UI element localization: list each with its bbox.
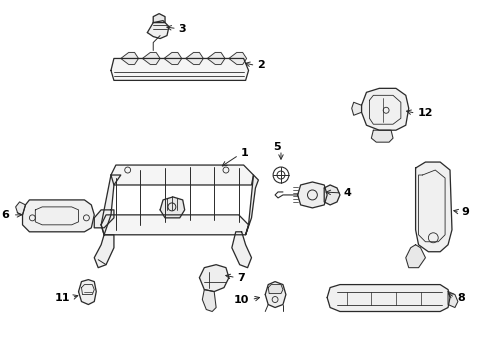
Polygon shape bbox=[245, 175, 258, 235]
Text: 6: 6 bbox=[1, 210, 9, 220]
Polygon shape bbox=[448, 292, 458, 307]
Polygon shape bbox=[164, 53, 182, 64]
Polygon shape bbox=[245, 175, 258, 235]
Polygon shape bbox=[147, 21, 169, 39]
Polygon shape bbox=[298, 182, 327, 208]
Polygon shape bbox=[371, 130, 393, 142]
Polygon shape bbox=[111, 58, 248, 80]
Polygon shape bbox=[23, 200, 94, 232]
Text: 5: 5 bbox=[273, 142, 281, 152]
Polygon shape bbox=[101, 175, 121, 235]
Polygon shape bbox=[298, 182, 327, 208]
Polygon shape bbox=[94, 235, 114, 268]
Polygon shape bbox=[362, 88, 409, 130]
Text: 3: 3 bbox=[179, 24, 186, 33]
Polygon shape bbox=[324, 185, 340, 205]
Text: 8: 8 bbox=[457, 293, 465, 302]
Polygon shape bbox=[147, 21, 169, 39]
Polygon shape bbox=[268, 285, 283, 293]
Polygon shape bbox=[164, 53, 182, 64]
Text: 1: 1 bbox=[241, 148, 248, 158]
Polygon shape bbox=[94, 210, 114, 228]
Polygon shape bbox=[327, 285, 450, 311]
Polygon shape bbox=[199, 265, 229, 292]
Polygon shape bbox=[199, 265, 229, 292]
Polygon shape bbox=[111, 165, 253, 185]
Polygon shape bbox=[352, 102, 362, 115]
Polygon shape bbox=[207, 53, 225, 64]
Text: 4: 4 bbox=[344, 188, 352, 198]
Polygon shape bbox=[265, 282, 286, 307]
Text: 10: 10 bbox=[234, 294, 249, 305]
Polygon shape bbox=[94, 235, 114, 268]
Polygon shape bbox=[362, 88, 409, 130]
Polygon shape bbox=[448, 292, 458, 307]
Polygon shape bbox=[101, 215, 248, 235]
Polygon shape bbox=[406, 245, 425, 268]
Polygon shape bbox=[207, 53, 225, 64]
Text: 2: 2 bbox=[257, 60, 265, 71]
Polygon shape bbox=[202, 289, 216, 311]
Polygon shape bbox=[111, 165, 253, 185]
Polygon shape bbox=[416, 162, 452, 252]
Text: 11: 11 bbox=[55, 293, 71, 302]
Text: 9: 9 bbox=[462, 207, 470, 217]
Text: 12: 12 bbox=[417, 108, 433, 118]
Polygon shape bbox=[23, 200, 94, 232]
Polygon shape bbox=[324, 185, 340, 205]
Polygon shape bbox=[143, 53, 160, 64]
Polygon shape bbox=[153, 14, 165, 23]
Polygon shape bbox=[232, 232, 251, 268]
Polygon shape bbox=[121, 53, 139, 64]
Text: 7: 7 bbox=[238, 273, 245, 283]
Polygon shape bbox=[160, 197, 185, 218]
Polygon shape bbox=[94, 210, 114, 228]
Polygon shape bbox=[78, 280, 96, 305]
Polygon shape bbox=[406, 245, 425, 268]
Polygon shape bbox=[111, 58, 248, 80]
Polygon shape bbox=[101, 215, 248, 235]
Polygon shape bbox=[268, 285, 283, 293]
Polygon shape bbox=[229, 53, 246, 64]
Polygon shape bbox=[229, 53, 246, 64]
Polygon shape bbox=[202, 289, 216, 311]
Polygon shape bbox=[78, 280, 96, 305]
Polygon shape bbox=[143, 53, 160, 64]
Polygon shape bbox=[153, 14, 165, 23]
Polygon shape bbox=[121, 53, 139, 64]
Polygon shape bbox=[16, 202, 25, 215]
Polygon shape bbox=[327, 285, 450, 311]
Polygon shape bbox=[16, 202, 25, 215]
Polygon shape bbox=[186, 53, 203, 64]
Polygon shape bbox=[101, 175, 121, 235]
Polygon shape bbox=[352, 102, 362, 115]
Polygon shape bbox=[416, 162, 452, 252]
Polygon shape bbox=[371, 130, 393, 142]
Polygon shape bbox=[265, 282, 286, 307]
Polygon shape bbox=[232, 232, 251, 268]
Polygon shape bbox=[160, 197, 185, 218]
Polygon shape bbox=[186, 53, 203, 64]
